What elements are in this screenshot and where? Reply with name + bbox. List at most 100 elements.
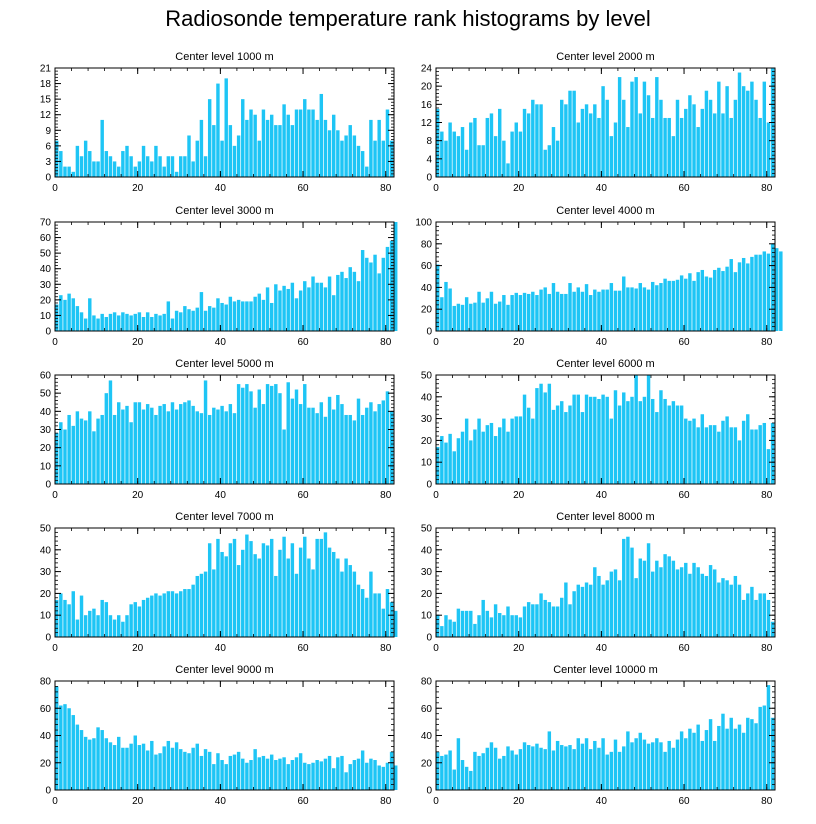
bar	[737, 72, 742, 177]
bar	[125, 313, 129, 331]
bar	[675, 739, 680, 790]
bar	[708, 719, 713, 790]
bar	[489, 422, 494, 484]
bar	[568, 745, 572, 790]
bar	[307, 407, 311, 484]
bar	[224, 411, 228, 484]
bar	[460, 431, 465, 484]
bar	[551, 283, 556, 331]
bar	[452, 769, 456, 790]
bar	[117, 736, 121, 790]
y-tick-label: 50	[40, 389, 52, 400]
bar	[634, 738, 638, 790]
bar	[543, 392, 547, 484]
x-tick-label: 60	[678, 337, 690, 348]
bar	[344, 135, 348, 177]
bar	[502, 418, 506, 484]
bar	[141, 316, 146, 331]
y-tick-label: 10	[421, 611, 433, 622]
y-tick-label: 80	[421, 239, 433, 250]
y-tick-label: 0	[45, 480, 51, 491]
bar	[323, 287, 328, 331]
bar	[348, 125, 352, 177]
bar	[207, 306, 212, 331]
bar	[381, 140, 386, 177]
bar	[452, 621, 456, 637]
bar	[274, 575, 278, 637]
plot-frame	[435, 374, 776, 485]
bar	[588, 295, 593, 331]
y-tick-label: 16	[421, 100, 433, 111]
bar	[568, 405, 572, 484]
bar	[71, 298, 75, 331]
bar	[121, 747, 125, 790]
y-tick-label: 20	[40, 758, 52, 769]
bar	[232, 413, 237, 484]
panel-title: Center level 6000 m	[556, 358, 654, 370]
bar	[203, 571, 208, 637]
bar	[609, 136, 614, 178]
bar	[564, 293, 568, 331]
bar	[456, 136, 461, 178]
y-tick-label: 10	[40, 311, 52, 322]
bar	[708, 99, 713, 177]
bar	[249, 301, 253, 331]
x-tick-label: 0	[433, 643, 439, 654]
panel-title: Center level 2000 m	[556, 51, 654, 63]
bar	[498, 108, 502, 178]
bar	[580, 743, 585, 790]
bar	[356, 398, 361, 484]
bar	[485, 610, 490, 637]
y-tick-label: 0	[426, 786, 432, 797]
bar	[700, 573, 705, 637]
bar	[340, 140, 344, 177]
bar	[83, 140, 88, 177]
bar	[646, 289, 651, 331]
bar	[352, 571, 357, 637]
bar	[506, 304, 510, 331]
bar	[746, 263, 750, 331]
bar	[477, 755, 481, 790]
bar	[609, 571, 614, 637]
bar	[593, 289, 597, 331]
bar	[298, 290, 303, 331]
bar	[315, 282, 319, 331]
bar	[737, 724, 742, 790]
bar	[477, 418, 481, 484]
bar	[96, 318, 100, 331]
bar	[100, 119, 104, 177]
bar	[733, 427, 738, 484]
bar	[269, 302, 274, 331]
bar	[531, 291, 535, 331]
bar	[460, 760, 465, 790]
bar	[580, 586, 585, 637]
bar	[265, 758, 270, 790]
bar	[436, 446, 440, 484]
bar	[278, 125, 282, 177]
bar	[112, 745, 117, 790]
bar	[179, 591, 183, 637]
bar	[385, 109, 390, 177]
bar	[195, 411, 199, 484]
bar	[228, 755, 233, 790]
bar	[741, 257, 746, 331]
bar	[212, 407, 216, 484]
bar	[286, 764, 290, 790]
bar	[617, 580, 622, 637]
bar	[712, 269, 717, 331]
bar	[609, 751, 614, 790]
bar	[224, 764, 228, 790]
bar	[617, 290, 622, 331]
bar	[166, 411, 171, 484]
bar	[75, 411, 80, 484]
bar	[311, 762, 315, 790]
bar	[696, 427, 700, 484]
bar	[473, 302, 477, 331]
bar	[712, 113, 717, 177]
bar	[448, 619, 452, 637]
bar	[663, 117, 667, 177]
bar	[88, 739, 92, 790]
bar	[170, 591, 175, 637]
bar	[286, 558, 290, 637]
y-tick-label: 0	[426, 633, 432, 644]
